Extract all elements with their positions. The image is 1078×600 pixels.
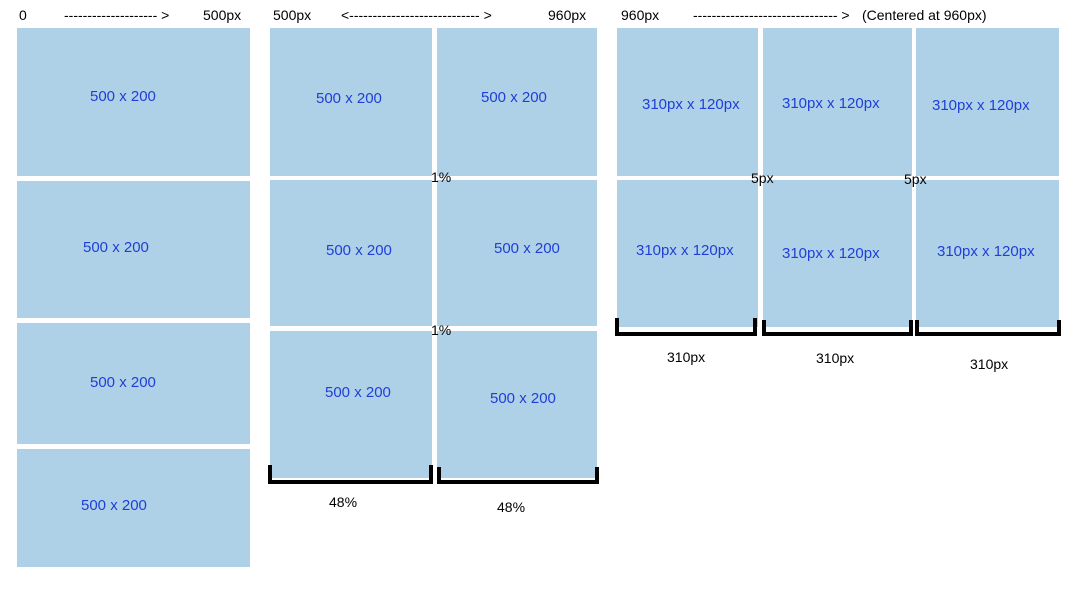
box-label: 500 x 200: [481, 89, 547, 106]
col3-note: (Centered at 960px): [862, 7, 987, 23]
col2-end-label: 960px: [548, 7, 587, 23]
box-label: 500 x 200: [81, 497, 147, 514]
box-label: 500 x 200: [325, 384, 391, 401]
gap-label: 5px: [751, 170, 774, 186]
box-label: 310px x 120px: [932, 97, 1030, 114]
width-bracket: [915, 320, 1061, 336]
col3-box: 310px x 120px: [617, 28, 758, 176]
col3-start-label: 960px: [621, 7, 660, 23]
col3-arrow: ------------------------------- >: [693, 7, 850, 23]
width-bracket: [437, 467, 599, 484]
col2-box: 500 x 200: [270, 331, 432, 478]
box-label: 310px x 120px: [636, 242, 734, 259]
width-label: 310px: [667, 349, 706, 365]
box-label: 310px x 120px: [937, 243, 1035, 260]
gap-label: 5px: [904, 171, 927, 187]
width-bracket: [762, 320, 913, 336]
box-label: 500 x 200: [494, 240, 560, 257]
col2-box: 500 x 200: [437, 331, 597, 478]
col3-box: 310px x 120px: [916, 28, 1059, 176]
box-label: 500 x 200: [90, 88, 156, 105]
box-label: 310px x 120px: [782, 245, 880, 262]
width-bracket: [268, 465, 433, 484]
col2-box: 500 x 200: [270, 28, 432, 176]
col2-arrow: <---------------------------- >: [341, 7, 492, 23]
col1-box: 500 x 200: [17, 181, 250, 318]
col1-box: 500 x 200: [17, 28, 250, 176]
box-label: 500 x 200: [83, 239, 149, 256]
col2-box: 500 x 200: [437, 28, 597, 176]
box-label: 500 x 200: [326, 242, 392, 259]
col2-start-label: 500px: [273, 7, 312, 23]
col3-box: 310px x 120px: [617, 180, 758, 327]
col3-box: 310px x 120px: [763, 28, 912, 176]
box-label: 310px x 120px: [642, 96, 740, 113]
box-label: 500 x 200: [490, 390, 556, 407]
col1-box: 500 x 200: [17, 323, 250, 444]
col1-box: 500 x 200: [17, 449, 250, 567]
width-label: 310px: [816, 350, 855, 366]
col3-box: 310px x 120px: [763, 180, 912, 327]
box-label: 310px x 120px: [782, 95, 880, 112]
col1-start-label: 0: [19, 7, 27, 23]
col1-arrow: -------------------- >: [64, 7, 170, 23]
box-label: 500 x 200: [316, 90, 382, 107]
box-label: 500 x 200: [90, 374, 156, 391]
width-bracket: [615, 318, 757, 336]
gap-label: 1%: [431, 169, 452, 185]
width-label: 310px: [970, 356, 1009, 372]
gap-label: 1%: [431, 322, 452, 338]
col3-box: 310px x 120px: [916, 180, 1059, 327]
col2-box: 500 x 200: [437, 180, 597, 326]
col2-box: 500 x 200: [270, 180, 432, 326]
width-label: 48%: [497, 499, 526, 515]
col1-end-label: 500px: [203, 7, 242, 23]
width-label: 48%: [329, 494, 358, 510]
